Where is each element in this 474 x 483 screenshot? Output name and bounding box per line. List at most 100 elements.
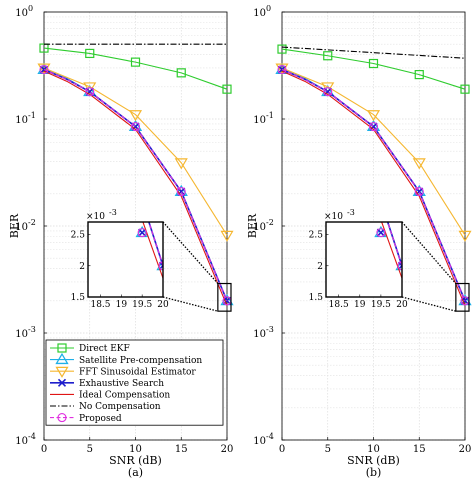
inset-x-tick-label: 19.5 <box>132 300 152 310</box>
inset-plot: 18.5 19 19.5 20 1.5 2 2.5×10 -3 <box>309 208 408 310</box>
x-tick-label: 20 <box>221 444 234 455</box>
x-tick-label: 10 <box>367 444 380 455</box>
data-point <box>460 84 470 94</box>
inset-exponent-base: ×10 <box>324 212 343 222</box>
x-axis-label: SNR (dB) <box>347 454 400 467</box>
data-point-stroke <box>177 187 186 196</box>
data-point <box>323 51 333 61</box>
data-point <box>321 82 335 94</box>
inset-y-tick-label: 1.5 <box>71 293 86 303</box>
legend-entry: FFT Sinusoidal Estimator <box>50 366 196 378</box>
data-point <box>366 110 381 122</box>
inset-x-tick-label: 20 <box>396 300 408 310</box>
data-point <box>222 84 232 94</box>
inset-y-tick-label: 1.5 <box>309 293 324 303</box>
data-point-stroke <box>323 87 332 96</box>
y-tick-label: 10 <box>253 436 266 447</box>
x-tick-label: 0 <box>41 444 47 455</box>
legend-label: Ideal Compensation <box>79 391 170 401</box>
data-point <box>277 64 287 75</box>
legend-entry: Satellite Pre-compensation <box>50 352 202 366</box>
inset-series <box>135 222 163 279</box>
y-tick-label: 10 <box>253 222 266 233</box>
data-point <box>368 122 379 132</box>
inset-exponent-base: ×10 <box>86 212 105 222</box>
inset-box <box>325 221 403 298</box>
y-tick-exponent: -3 <box>266 325 274 334</box>
inset-series <box>374 222 402 279</box>
y-tick-label: 10 <box>15 436 28 447</box>
legend-label: Exhaustive Search <box>79 379 164 389</box>
data-point <box>37 63 51 75</box>
legend-entry: Ideal Compensation <box>50 391 170 401</box>
data-point-stroke <box>369 122 378 131</box>
y-tick-label: 10 <box>253 8 266 19</box>
data-point <box>55 366 69 378</box>
data-point <box>39 64 49 75</box>
y-tick-base: 10 <box>15 115 28 126</box>
x-tick-label: 20 <box>459 444 472 455</box>
data-point-stroke <box>158 264 163 270</box>
data-point <box>323 87 333 97</box>
series-line <box>43 67 228 236</box>
series-ideal-compensation <box>281 70 466 306</box>
series-line <box>43 70 228 306</box>
y-tick-base: 10 <box>15 222 28 233</box>
legend-label: Proposed <box>79 414 122 424</box>
y-tick-exponent: -1 <box>28 111 36 120</box>
y-tick-label: 10 <box>253 329 266 340</box>
inset-plot: 18.5 19 19.5 20 1.5 2 2.5×10 -3 <box>71 208 169 310</box>
inset-x-tick-label: 19.5 <box>371 300 391 310</box>
inset-x-tick-label: 19 <box>354 300 366 310</box>
y-tick-base: 10 <box>253 8 266 19</box>
legend-label: FFT Sinusoidal Estimator <box>79 367 196 377</box>
series-line <box>281 67 466 236</box>
legend-box <box>45 339 224 426</box>
series-fft-sinusoidal-estimator <box>275 63 472 242</box>
data-point-stroke <box>85 87 94 96</box>
series-line <box>281 46 466 59</box>
legend-label: Satellite Pre-compensation <box>79 356 202 366</box>
data-point-stroke <box>57 378 67 387</box>
inset-area <box>326 222 402 297</box>
data-point <box>376 228 386 238</box>
series-ideal-compensation <box>43 70 228 306</box>
inset-y-tick-label: 2 <box>317 262 323 272</box>
x-axis-label: SNR (dB) <box>109 454 162 467</box>
data-point <box>415 187 424 196</box>
inset-exponent: -3 <box>347 208 355 217</box>
data-point <box>174 158 188 170</box>
data-point <box>458 230 472 242</box>
y-tick-label: 10 <box>15 115 28 126</box>
inset-x-tick-label: 19 <box>116 300 128 310</box>
data-point <box>176 186 186 197</box>
data-point-stroke <box>376 228 385 237</box>
data-point <box>138 228 147 237</box>
inset-y-tick-label: 2 <box>79 262 85 272</box>
y-tick-exponent: 0 <box>28 4 33 13</box>
data-point <box>414 186 424 197</box>
legend-label: Direct EKF <box>79 344 130 354</box>
x-tick-label: 5 <box>325 444 331 455</box>
data-point <box>57 343 67 353</box>
y-tick-base: 10 <box>253 436 266 447</box>
series-direct-ekf <box>277 44 470 94</box>
y-tick-base: 10 <box>15 8 28 19</box>
panel-label: (a) <box>128 466 143 479</box>
y-tick-exponent: -2 <box>28 218 36 227</box>
data-point <box>395 258 402 271</box>
legend: Direct EKF Satellite Pre-compensationFFT … <box>45 339 224 426</box>
inset-y-tick-label: 2.5 <box>309 231 324 241</box>
series-line <box>281 70 466 306</box>
data-point <box>397 261 402 271</box>
series-line <box>281 69 466 302</box>
inset-area <box>88 222 163 297</box>
series-line <box>43 47 228 90</box>
y-tick-exponent: -2 <box>266 218 274 227</box>
legend-entry: Exhaustive Search <box>50 378 164 389</box>
x-tick-label: 0 <box>279 444 285 455</box>
y-tick-base: 10 <box>253 115 266 126</box>
data-point <box>55 352 69 365</box>
